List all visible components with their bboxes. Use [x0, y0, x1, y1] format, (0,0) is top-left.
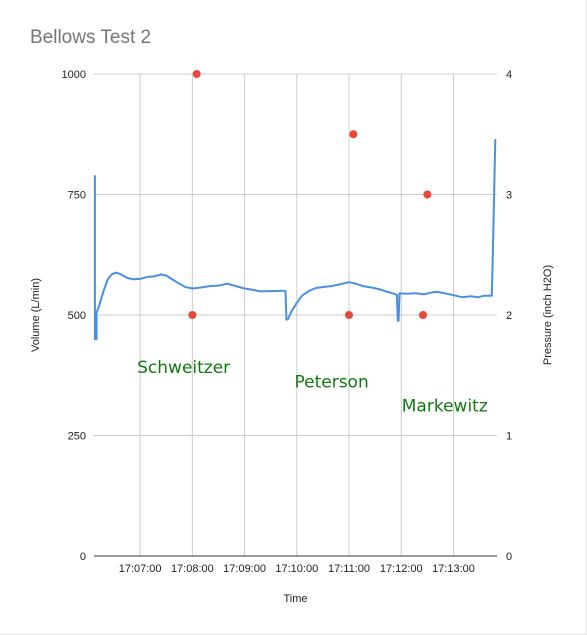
pressure-point: [192, 70, 201, 78]
x-tick-label: 17:07:00: [119, 563, 162, 575]
y2-axis-title: Pressure (inch H2O): [542, 265, 554, 365]
pressure-point: [423, 190, 432, 199]
y-tick-label: 1000: [62, 69, 86, 81]
y-tick-label: 500: [68, 310, 86, 322]
y2-tick-label: 3: [506, 190, 512, 202]
annotation-label: Schweitzer: [137, 358, 230, 378]
x-tick-label: 17:12:00: [380, 563, 423, 575]
y2-tick-label: 0: [506, 551, 512, 563]
y-tick-label: 0: [80, 551, 86, 563]
pressure-point: [188, 311, 197, 319]
pressure-point: [349, 130, 358, 139]
y-axis-title: Volume (L/min): [30, 278, 42, 352]
x-tick-label: 17:09:00: [223, 563, 266, 575]
pressure-point: [419, 311, 428, 319]
y-tick-label: 750: [68, 190, 86, 202]
x-tick-label: 17:11:00: [328, 563, 370, 575]
annotation-label: Markewitz: [402, 396, 488, 416]
pressure-point: [345, 311, 354, 319]
y2-tick-label: 1: [506, 431, 512, 443]
y2-tick-label: 4: [506, 69, 512, 81]
annotation-label: Peterson: [294, 372, 368, 392]
volume-series-line: [93, 139, 497, 341]
x-tick-label: 17:08:00: [171, 563, 214, 575]
x-tick-label: 17:13:00: [432, 563, 475, 575]
x-axis-title: Time: [283, 593, 307, 605]
y2-tick-label: 2: [506, 310, 512, 322]
chart-title: Bellows Test 2: [30, 27, 152, 48]
x-tick-label: 17:10:00: [275, 563, 318, 575]
y-tick-label: 250: [68, 431, 86, 443]
